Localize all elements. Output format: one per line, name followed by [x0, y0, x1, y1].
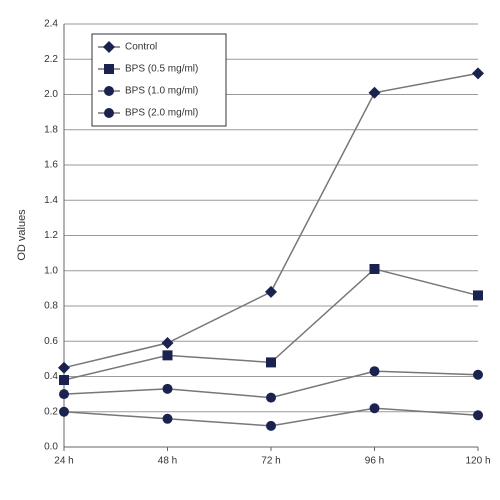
marker: [59, 375, 69, 386]
legend-label: BPS (2.0 mg/ml): [125, 108, 198, 119]
marker: [58, 361, 70, 374]
marker: [104, 86, 114, 96]
marker: [161, 337, 174, 350]
y-tick-label: 0.0: [44, 442, 58, 453]
y-tick-label: 1.8: [44, 124, 58, 135]
marker: [59, 389, 69, 400]
marker: [162, 350, 173, 361]
legend-label: BPS (0.5 mg/ml): [125, 64, 198, 75]
y-tick-label: 0.6: [44, 336, 58, 347]
marker: [103, 41, 115, 53]
x-tick-label: 120 h: [465, 456, 490, 467]
legend-label: BPS (1.0 mg/ml): [125, 86, 198, 97]
y-axis-label: OD values: [16, 209, 28, 261]
y-tick-label: 1.6: [44, 160, 58, 171]
marker: [473, 290, 483, 301]
y-tick-label: 2.2: [44, 54, 58, 65]
marker: [369, 366, 380, 377]
marker: [162, 383, 173, 394]
marker: [266, 420, 276, 431]
marker: [265, 285, 277, 298]
marker: [369, 263, 380, 274]
marker: [368, 86, 381, 99]
y-tick-label: 0.4: [44, 371, 58, 382]
x-tick-label: 72 h: [261, 456, 280, 467]
y-tick-label: 2.4: [44, 19, 58, 30]
x-tick-label: 96 h: [365, 456, 384, 467]
marker: [162, 413, 173, 424]
marker: [104, 64, 114, 74]
marker: [473, 410, 483, 421]
x-tick-label: 48 h: [158, 456, 177, 467]
x-tick-label: 24 h: [54, 456, 73, 467]
marker: [104, 108, 114, 118]
marker: [266, 392, 276, 403]
marker: [473, 369, 483, 380]
y-tick-label: 1.4: [44, 195, 58, 206]
y-tick-label: 1.2: [44, 230, 58, 241]
marker: [472, 67, 484, 80]
y-tick-label: 0.8: [44, 301, 58, 312]
y-tick-label: 0.2: [44, 406, 58, 417]
y-tick-label: 1.0: [44, 265, 58, 276]
y-tick-label: 2.0: [44, 89, 58, 100]
marker: [266, 357, 276, 368]
legend-label: Control: [125, 42, 157, 53]
legend-box: [91, 33, 227, 127]
marker: [369, 403, 380, 414]
marker: [59, 406, 69, 417]
